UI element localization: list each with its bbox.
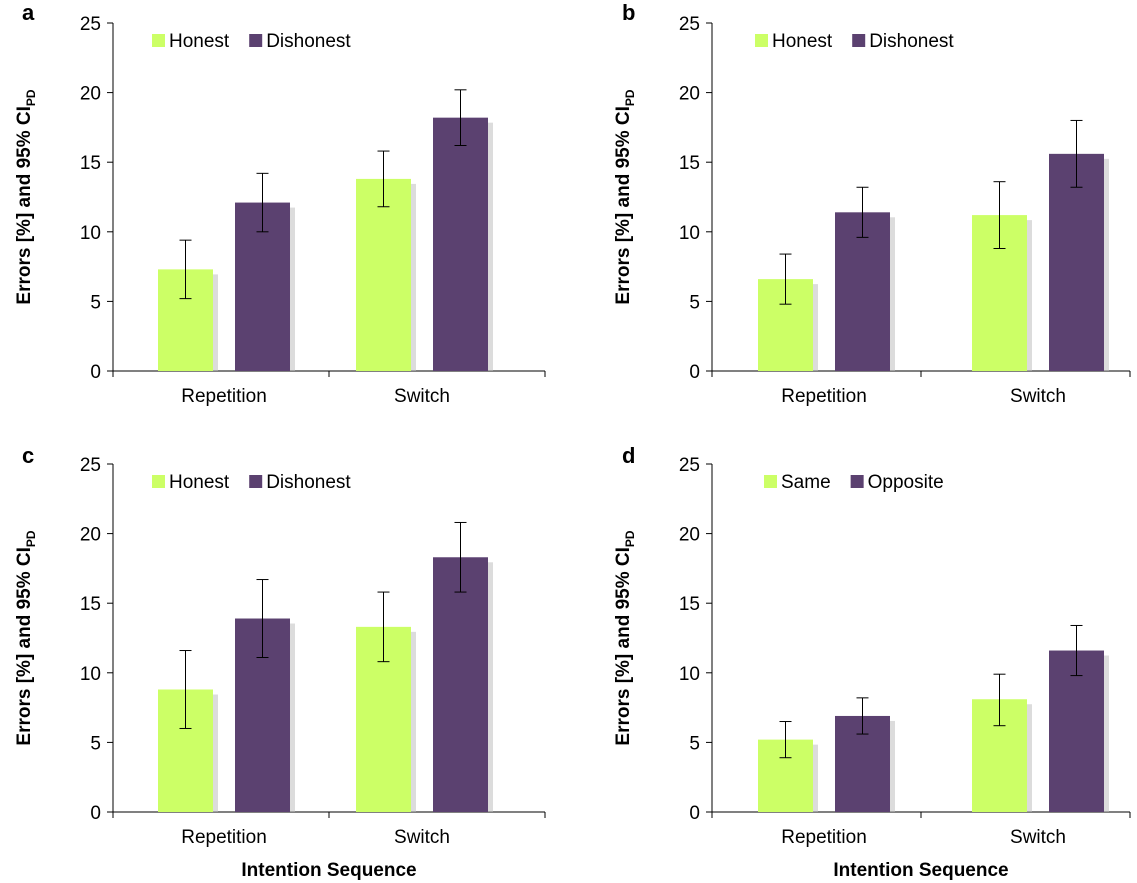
y-axis-label-subscript: PD xyxy=(24,530,38,547)
y-tick-label: 15 xyxy=(679,153,700,174)
y-tick-label: 20 xyxy=(679,525,700,546)
legend-label-dishonest: Dishonest xyxy=(266,31,351,52)
chart-panel-c: c 0 5 10 15 20 25 Errors [%] and 95% CIPD Repeti… xyxy=(14,443,546,881)
y-axis-label: Errors [%] and 95% CIPD xyxy=(613,89,637,305)
legend-swatch-honest xyxy=(152,475,165,488)
y-tick-label: 10 xyxy=(80,223,101,244)
legend-label-honest: Honest xyxy=(169,472,230,493)
legend-label-dishonest: Dishonest xyxy=(266,472,351,493)
y-axis-label-subscript: PD xyxy=(24,89,38,106)
y-tick-label: 5 xyxy=(90,733,101,754)
y-tick-label: 0 xyxy=(689,803,700,824)
y-axis-label: Errors [%] and 95% CIPD xyxy=(14,530,38,746)
y-tick-label: 25 xyxy=(80,14,101,35)
y-axis-label-main: Errors [%] and 95% CI xyxy=(613,106,634,305)
y-tick-label: 20 xyxy=(679,84,700,105)
y-tick-label: 5 xyxy=(90,292,101,313)
panel-label: b xyxy=(622,0,635,25)
panel-label: a xyxy=(22,0,35,25)
y-tick-label: 15 xyxy=(80,153,101,174)
legend-swatch-dishonest xyxy=(249,475,263,488)
bar-dishonest-repetition xyxy=(835,212,890,371)
x-axis-label: Intention Sequence xyxy=(241,860,416,881)
legend-swatch-opposite xyxy=(850,475,864,488)
y-tick-label: 5 xyxy=(689,733,700,754)
y-tick-label: 10 xyxy=(679,223,700,244)
y-axis-label-subscript: PD xyxy=(623,89,637,106)
x-tick-label: Switch xyxy=(1010,386,1066,407)
y-tick-label: 0 xyxy=(689,362,700,383)
x-tick-label: Switch xyxy=(1010,827,1066,848)
y-axis-label-main: Errors [%] and 95% CI xyxy=(14,547,35,746)
y-tick-label: 25 xyxy=(679,14,700,35)
bar-dishonest-switch xyxy=(433,557,488,812)
y-axis-label-subscript: PD xyxy=(623,530,637,547)
y-axis-label-main: Errors [%] and 95% CI xyxy=(14,106,35,305)
x-axis-label: Intention Sequence xyxy=(833,860,1008,881)
y-tick-label: 10 xyxy=(679,664,700,685)
y-tick-label: 25 xyxy=(679,455,700,476)
bar-dishonest-switch xyxy=(433,117,488,371)
y-tick-label: 20 xyxy=(80,84,101,105)
legend-swatch-same xyxy=(764,475,777,488)
y-tick-label: 15 xyxy=(679,594,700,615)
legend-label-dishonest: Dishonest xyxy=(869,31,954,52)
y-axis-label: Errors [%] and 95% CIPD xyxy=(14,89,38,305)
panel-label: c xyxy=(22,443,34,468)
y-tick-label: 25 xyxy=(80,455,101,476)
legend-swatch-honest xyxy=(152,34,165,47)
legend-label-honest: Honest xyxy=(772,31,833,52)
bar-honest-switch xyxy=(356,178,411,371)
panel-label: d xyxy=(622,443,635,468)
legend-label-honest: Honest xyxy=(169,31,230,52)
y-tick-label: 10 xyxy=(80,664,101,685)
x-tick-label: Repetition xyxy=(181,827,267,848)
y-axis-label: Errors [%] and 95% CIPD xyxy=(613,530,637,746)
x-tick-label: Repetition xyxy=(181,386,267,407)
chart-panel-a: a 0 5 10 15 20 25 Errors [%] and 95% CIPD Repeti… xyxy=(14,0,546,407)
chart-panel-d: d 0 5 10 15 20 25 Errors [%] and 95% CIPD Repeti… xyxy=(613,443,1131,881)
legend-label-same: Same xyxy=(781,472,831,493)
legend-label-opposite: Opposite xyxy=(868,472,944,493)
chart-panel-b: b 0 5 10 15 20 25 Errors [%] and 95% CIPD Repeti… xyxy=(613,0,1131,407)
x-tick-label: Switch xyxy=(394,827,450,848)
y-axis-label-main: Errors [%] and 95% CI xyxy=(613,547,634,746)
y-tick-label: 15 xyxy=(80,594,101,615)
bar-opposite-switch xyxy=(1049,650,1104,812)
bar-dishonest-switch xyxy=(1049,153,1104,371)
y-tick-label: 5 xyxy=(689,292,700,313)
x-tick-label: Repetition xyxy=(781,386,867,407)
x-tick-label: Repetition xyxy=(781,827,867,848)
legend-swatch-honest xyxy=(755,34,768,47)
x-tick-label: Switch xyxy=(394,386,450,407)
y-tick-label: 20 xyxy=(80,525,101,546)
y-tick-label: 0 xyxy=(90,362,101,383)
y-tick-label: 0 xyxy=(90,803,101,824)
legend-swatch-dishonest xyxy=(852,34,866,47)
legend-swatch-dishonest xyxy=(249,34,263,47)
